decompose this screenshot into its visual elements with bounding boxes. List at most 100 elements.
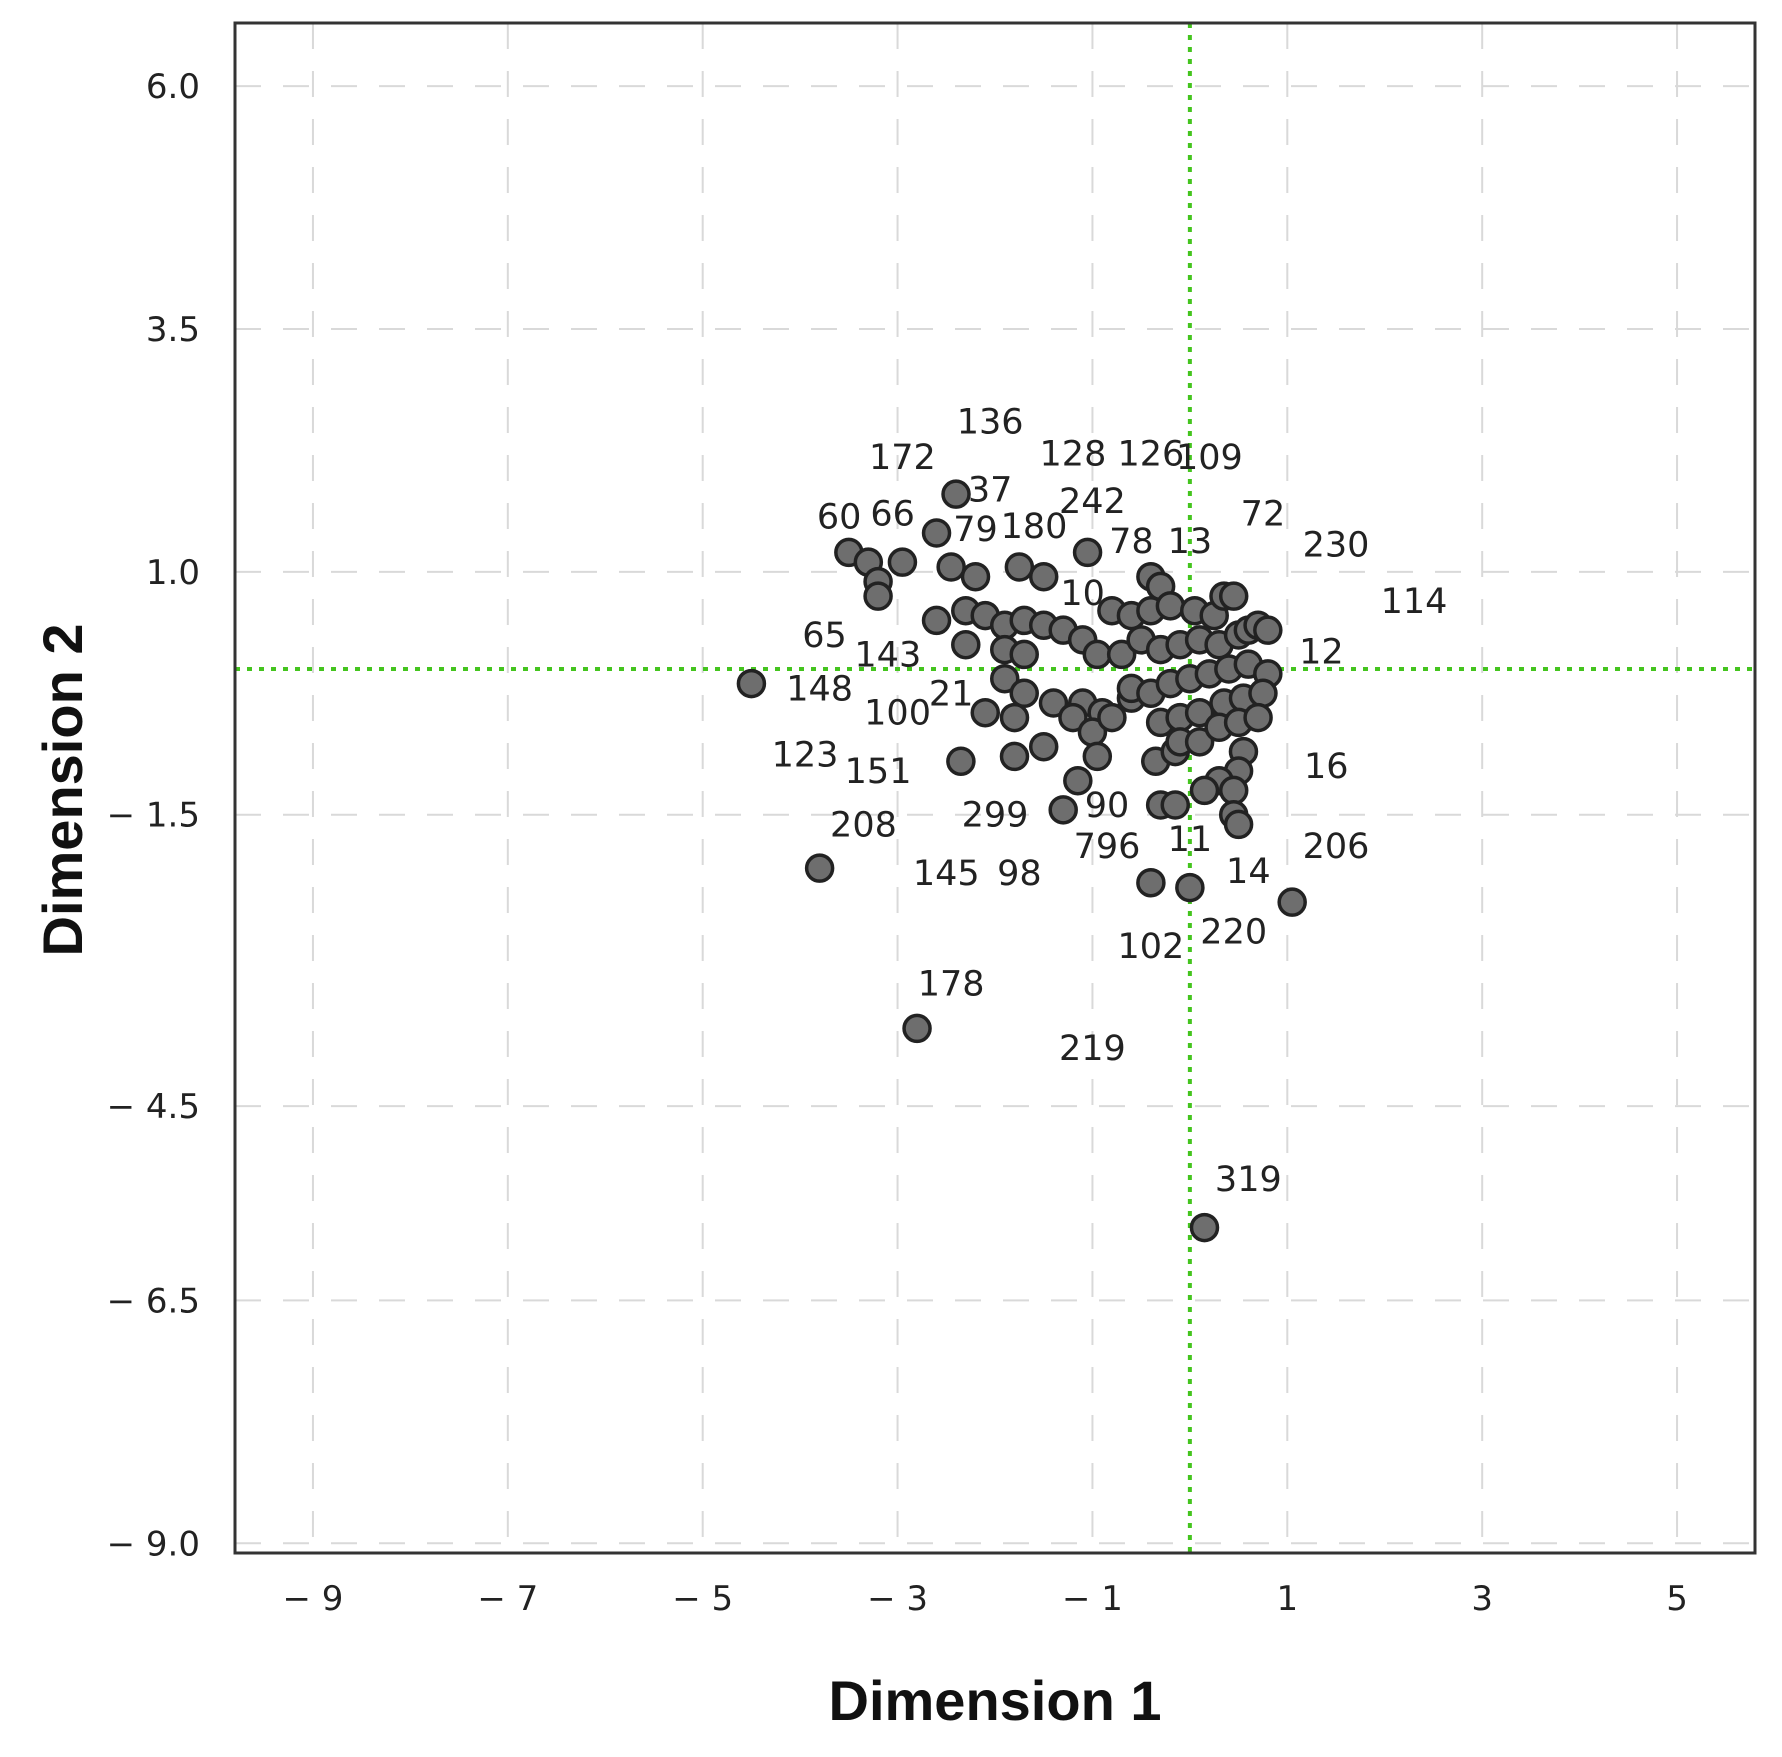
x-tick-label: − 9 <box>282 1579 343 1619</box>
x-tick-label: − 3 <box>867 1579 928 1619</box>
y-tick-label: − 6.5 <box>107 1281 200 1321</box>
point-label: 79 <box>953 510 998 550</box>
data-point <box>1184 727 1215 757</box>
data-point <box>1175 872 1205 903</box>
data-point <box>863 581 893 611</box>
point-label: 220 <box>1200 912 1267 952</box>
data-point <box>936 552 966 582</box>
point-label: 90 <box>1085 786 1130 826</box>
point-label: 102 <box>1117 927 1184 967</box>
point-label: 98 <box>997 854 1042 894</box>
data-point <box>1160 790 1191 820</box>
data-point <box>1082 639 1113 670</box>
data-point <box>999 741 1030 772</box>
data-point <box>1072 537 1103 568</box>
point-label: 65 <box>802 616 847 656</box>
x-axis-title: Dimension 1 <box>829 1669 1162 1732</box>
point-label: 299 <box>962 796 1029 836</box>
x-tick-label: 1 <box>1276 1579 1298 1619</box>
data-point <box>1243 702 1273 733</box>
point-label: 11 <box>1168 820 1213 860</box>
x-tick-label: 3 <box>1471 1579 1493 1619</box>
point-label: 172 <box>869 438 936 478</box>
point-label: 219 <box>1059 1029 1126 1069</box>
point-label: 145 <box>913 854 980 894</box>
point-label: 100 <box>864 694 931 734</box>
data-point <box>1189 1212 1220 1243</box>
y-tick-label: − 9.0 <box>107 1524 200 1564</box>
y-axis-ticks: 6.0 3.5 1.0 − 1.5 − 4.5 − 6.5 − 9.0 <box>107 67 200 1564</box>
point-label: 230 <box>1303 526 1370 566</box>
data-point <box>921 518 952 548</box>
point-label: 13 <box>1168 522 1213 562</box>
data-point <box>902 1013 932 1044</box>
data-point <box>1223 809 1254 840</box>
data-point <box>1063 765 1093 796</box>
point-label: 114 <box>1381 582 1448 622</box>
point-label: 178 <box>918 965 985 1005</box>
data-point <box>1184 697 1215 728</box>
y-tick-label: 1.0 <box>146 553 200 593</box>
data-point <box>887 547 918 577</box>
point-label: 72 <box>1241 495 1286 535</box>
data-point <box>951 629 981 660</box>
data-point <box>1009 639 1039 670</box>
data-point <box>1028 561 1059 592</box>
y-axis-title: Dimension 2 <box>31 624 94 957</box>
point-label: 78 <box>1109 522 1154 562</box>
point-label: 128 <box>1040 434 1107 474</box>
data-point <box>1038 688 1069 718</box>
reference-lines <box>235 23 1755 1553</box>
point-label: 10 <box>1060 574 1105 614</box>
data-point <box>1082 741 1113 772</box>
data-point <box>1277 887 1307 917</box>
point-label: 16 <box>1304 747 1349 787</box>
point-label: 151 <box>845 752 912 792</box>
data-point <box>1009 678 1039 709</box>
grid-lines <box>235 23 1755 1553</box>
data-point <box>989 663 1020 694</box>
data-point <box>1097 702 1127 733</box>
y-tick-label: 3.5 <box>146 310 200 350</box>
point-label: 143 <box>854 635 921 675</box>
point-label: 109 <box>1176 438 1243 478</box>
data-point <box>941 479 971 509</box>
data-points <box>736 479 1307 1243</box>
data-point <box>1218 581 1249 611</box>
point-label: 37 <box>968 470 1013 510</box>
point-label: 796 <box>1074 827 1141 867</box>
x-axis-ticks: − 9 − 7 − 5 − 3 − 1 1 3 5 <box>282 1579 1687 1619</box>
point-label: 136 <box>957 402 1024 442</box>
data-point <box>736 668 767 699</box>
data-point <box>1028 731 1059 762</box>
point-label: 60 <box>817 497 862 537</box>
data-point <box>921 605 952 636</box>
x-tick-label: − 1 <box>1062 1579 1123 1619</box>
y-tick-label: 6.0 <box>146 67 200 107</box>
data-point <box>1136 867 1166 898</box>
data-point <box>1189 775 1220 806</box>
data-point <box>1106 639 1137 670</box>
data-point <box>946 746 976 777</box>
data-point <box>1248 678 1278 709</box>
plot-frame <box>233 21 1757 1555</box>
data-point <box>1218 775 1249 806</box>
point-label: 12 <box>1299 633 1344 673</box>
x-tick-label: − 7 <box>477 1579 538 1619</box>
data-point <box>960 561 991 592</box>
data-point <box>1048 795 1078 825</box>
data-point <box>970 697 1001 728</box>
data-point <box>1253 615 1283 645</box>
point-label: 66 <box>870 495 915 535</box>
point-label: 180 <box>1001 507 1068 547</box>
point-label: 123 <box>772 735 839 775</box>
point-label: 148 <box>786 669 853 709</box>
point-label: 208 <box>830 805 897 845</box>
y-tick-label: − 1.5 <box>107 796 200 836</box>
data-point <box>999 702 1030 733</box>
point-label: 14 <box>1226 852 1271 892</box>
y-tick-label: − 4.5 <box>107 1087 200 1127</box>
point-label: 126 <box>1117 434 1184 474</box>
